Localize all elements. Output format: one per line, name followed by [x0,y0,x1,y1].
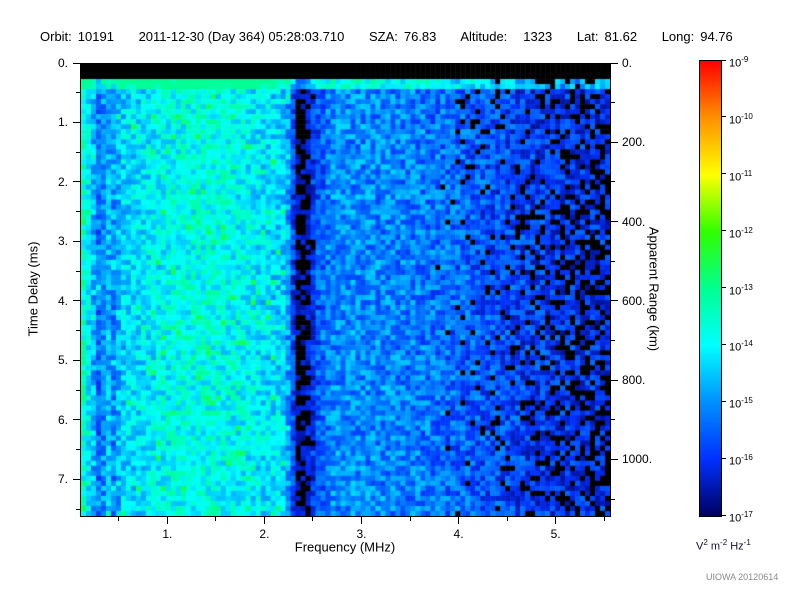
y-tick-label: 0. [57,56,68,70]
y-tick-label: 3. [57,234,68,249]
y-tick [73,181,80,183]
x-tick [360,517,362,524]
x-tick [263,517,265,524]
range-tick [611,379,618,381]
x-tick-label: 1. [162,527,173,541]
range-tick [611,221,618,223]
y-minor-tick [76,211,80,213]
header-altitude-label: Altitude: [460,29,508,44]
y-tick-label: 2. [57,174,68,189]
x-tick [555,517,557,524]
y-tick-label: 6. [57,412,68,427]
colorbar-tick [722,59,726,61]
x-minor-tick [506,517,508,521]
y-tick [73,240,80,242]
x-tick-label: 5. [550,527,561,541]
x-minor-tick [603,517,605,521]
x-minor-tick [118,517,120,521]
range-tick [611,62,618,64]
colorbar-tick-label: 10-17 [729,510,753,525]
colorbar-tick [722,230,726,232]
y-tick [73,62,80,64]
range-tick-label: 200. [622,135,646,150]
range-minor-tick [611,181,615,183]
range-minor-tick [611,102,615,104]
range-tick-label: 0. [622,56,633,70]
y-tick-label: 4. [57,293,68,308]
colorbar-tick [722,343,726,345]
header-orbit-label: Orbit: [40,29,72,44]
colorbar-tick-label: 10-12 [729,225,753,241]
y-minor-tick [76,92,80,94]
x-tick-label: 4. [453,527,464,541]
y-tick [73,478,80,480]
colorbar-tick-label: 10-10 [729,111,753,127]
colorbar-tick-label: 10-13 [729,282,753,298]
x-minor-tick [215,517,217,521]
range-tick-label: 600. [622,293,646,308]
x-minor-tick [409,517,411,521]
range-tick-label: 400. [622,214,646,229]
colorbar-units-label: V2 m-2 Hz-1 [696,538,751,553]
x-tick-label: 3. [356,527,367,541]
range-tick [611,300,618,302]
range-tick [611,458,618,460]
colorbar-tick [722,116,726,118]
y-tick [73,359,80,361]
y-minor-tick [76,508,80,510]
x-minor-tick [312,517,314,521]
colorbar-tick-label: 10-9 [729,55,749,70]
colorbar-tick-label: 10-15 [729,396,753,411]
range-minor-tick [611,498,615,500]
range-minor-tick [611,340,615,342]
colorbar-tick [722,514,726,516]
y-minor-tick [76,151,80,153]
y-minor-tick [76,389,80,391]
y-minor-tick [76,270,80,272]
y-minor-tick [76,449,80,451]
range-tick [611,141,618,143]
x-tick-label: 2. [259,527,270,541]
header-sza-label: SZA: [368,29,398,44]
y-minor-tick [76,330,80,332]
header-altitude-value: 1323 [523,29,553,44]
header-long-label: Long: [661,29,695,44]
range-tick-label: 800. [622,373,646,388]
y-tick-label: 5. [57,353,68,368]
y-axis-label-left: Time Delay (ms) [25,241,41,337]
header-info: Orbit: 10191 2011-12-30 (Day 364) 05:28:0… [40,29,754,44]
plot-frame [80,63,611,517]
colorbar-gradient [699,60,722,517]
header-sza-value: 76.83 [403,29,437,44]
y-axis-label-right: Apparent Range (km) [646,226,662,352]
header-orbit-value: 10191 [77,29,114,44]
colorbar-tick [722,287,726,288]
header-lat-label: Lat: [576,29,599,44]
x-tick [458,517,460,524]
header-datetime: 2011-12-30 (Day 364) 05:28:03.710 [138,29,345,44]
colorbar-tick [722,173,726,175]
y-tick [73,121,80,123]
y-tick [73,419,80,421]
y-tick-label: 7. [57,472,68,487]
footer-credit: UIOWA 20120614 [706,572,779,582]
range-minor-tick [611,419,615,421]
spectrogram-canvas [81,64,610,516]
x-tick [166,517,168,524]
colorbar-tick-label: 10-14 [729,339,753,355]
header-long-value: 94.76 [700,29,733,44]
colorbar-tick-label: 10-11 [729,168,753,184]
y-tick-label: 1. [57,115,68,130]
x-axis-label: Frequency (MHz) [294,539,396,555]
range-minor-tick [611,260,615,262]
y-tick [73,300,80,302]
colorbar-tick [722,457,726,459]
colorbar-tick [722,400,726,402]
colorbar-tick-label: 10-16 [729,453,753,468]
range-tick-label: 1000. [622,452,653,467]
header-lat-value: 81.62 [604,29,638,44]
